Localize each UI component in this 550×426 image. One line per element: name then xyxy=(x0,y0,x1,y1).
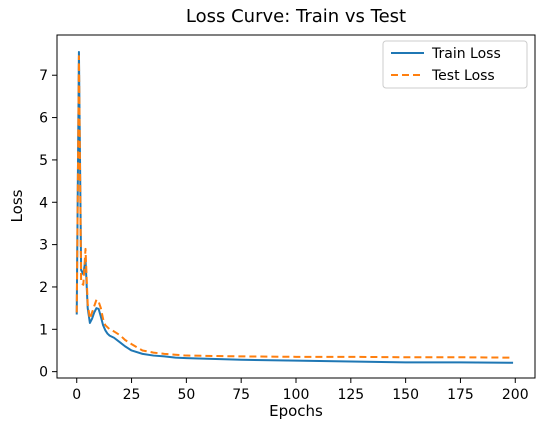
chart-title: Loss Curve: Train vs Test xyxy=(186,6,406,27)
series-line-0 xyxy=(75,50,514,364)
x-tick-label-3: 75 xyxy=(232,387,250,403)
x-tick-label-4: 100 xyxy=(283,387,310,403)
y-tick-label-6: 6 xyxy=(39,111,48,127)
x-tick-label-8: 200 xyxy=(502,387,529,403)
y-tick-label-1: 1 xyxy=(39,322,48,338)
x-tick-label-2: 50 xyxy=(177,387,195,403)
y-tick-label-3: 3 xyxy=(39,238,48,254)
x-tick-label-6: 150 xyxy=(392,387,419,403)
x-axis-label: Epochs xyxy=(269,402,323,420)
legend: Train Loss Test Loss xyxy=(382,40,528,89)
y-tick-label-4: 4 xyxy=(39,195,48,211)
series-line-1 xyxy=(75,55,514,359)
x-tick-label-7: 175 xyxy=(447,387,474,403)
x-axis: 0 25 50 75 100 125 150 175 200 xyxy=(72,378,529,403)
legend-label-test: Test Loss xyxy=(431,68,495,84)
plot-area xyxy=(75,50,514,364)
y-axis-label: Loss xyxy=(8,189,26,222)
x-tick-label-5: 125 xyxy=(337,387,364,403)
y-tick-label-0: 0 xyxy=(39,365,48,381)
x-tick-label-0: 0 xyxy=(72,387,81,403)
y-tick-label-5: 5 xyxy=(39,153,48,169)
x-tick-label-1: 25 xyxy=(123,387,141,403)
legend-label-train: Train Loss xyxy=(431,46,501,62)
y-axis: 0 1 2 3 4 5 6 7 xyxy=(39,68,57,381)
y-tick-label-7: 7 xyxy=(39,68,48,84)
y-tick-label-2: 2 xyxy=(39,280,48,296)
